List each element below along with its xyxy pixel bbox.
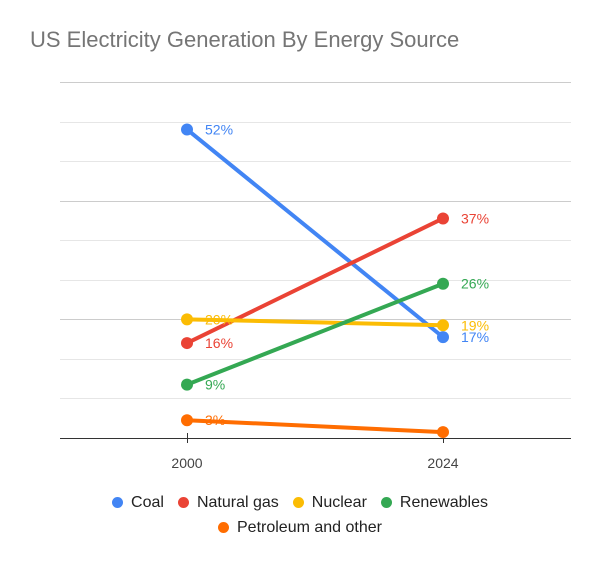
data-label: 37%	[461, 210, 489, 226]
data-point[interactable]	[437, 277, 449, 290]
legend-dot-icon	[112, 497, 124, 508]
data-point[interactable]	[437, 212, 449, 225]
series-renewables	[181, 277, 449, 391]
legend-item[interactable]: Natural gas	[177, 493, 279, 512]
data-label: 52%	[205, 121, 233, 137]
data-point[interactable]	[181, 123, 193, 136]
legend-item[interactable]: Coal	[112, 494, 164, 512]
legend-label: Petroleum and other	[237, 518, 382, 536]
data-point[interactable]	[437, 331, 449, 344]
chart-title: US Electricity Generation By Energy Sour…	[30, 27, 460, 52]
x-tick-label: 2000	[171, 455, 202, 471]
x-axis: 2000 2024	[60, 433, 571, 471]
data-label: 17%	[461, 329, 489, 345]
data-label: 9%	[205, 377, 225, 393]
series-line	[185, 317, 445, 328]
legend-row: Coal Natural gas Nuclear Renewables	[0, 490, 600, 515]
data-point[interactable]	[437, 426, 449, 439]
data-label: 19%	[461, 317, 489, 333]
legend-label: Coal	[131, 493, 164, 511]
series-line	[185, 127, 445, 340]
series-line	[185, 281, 445, 387]
data-point[interactable]	[181, 337, 193, 350]
series-petroleum-and-other	[181, 414, 449, 439]
data-label: 16%	[205, 335, 233, 351]
data-point[interactable]	[437, 319, 449, 332]
gridlines	[60, 82, 571, 399]
legend-dot-icon	[380, 497, 392, 508]
data-label: 3%	[205, 412, 225, 428]
data-labels: 52% 17% 16% 37% 20% 19% 9% 26% 3%	[205, 121, 489, 428]
data-point[interactable]	[181, 313, 193, 326]
legend-row: Petroleum and other	[0, 515, 600, 540]
data-point[interactable]	[181, 414, 193, 427]
x-tick-label: 2024	[427, 455, 458, 471]
legend-label: Renewables	[399, 493, 488, 511]
series-group	[181, 123, 449, 439]
data-label: 26%	[461, 276, 489, 292]
legend-dot-icon	[218, 522, 229, 533]
series-nuclear	[181, 313, 449, 332]
legend-dot-icon	[292, 497, 304, 508]
legend: Coal Natural gas Nuclear Renewables Petrole…	[0, 490, 600, 540]
legend-item[interactable]: Petroleum and other	[218, 519, 382, 537]
legend-label: Nuclear	[311, 493, 367, 511]
legend-item[interactable]: Nuclear	[292, 493, 367, 512]
data-point[interactable]	[181, 378, 193, 391]
legend-item[interactable]: Renewables	[380, 493, 488, 512]
legend-dot-icon	[177, 497, 189, 508]
data-label: 20%	[205, 311, 233, 327]
legend-label: Natural gas	[196, 493, 279, 511]
series-line	[185, 418, 445, 435]
